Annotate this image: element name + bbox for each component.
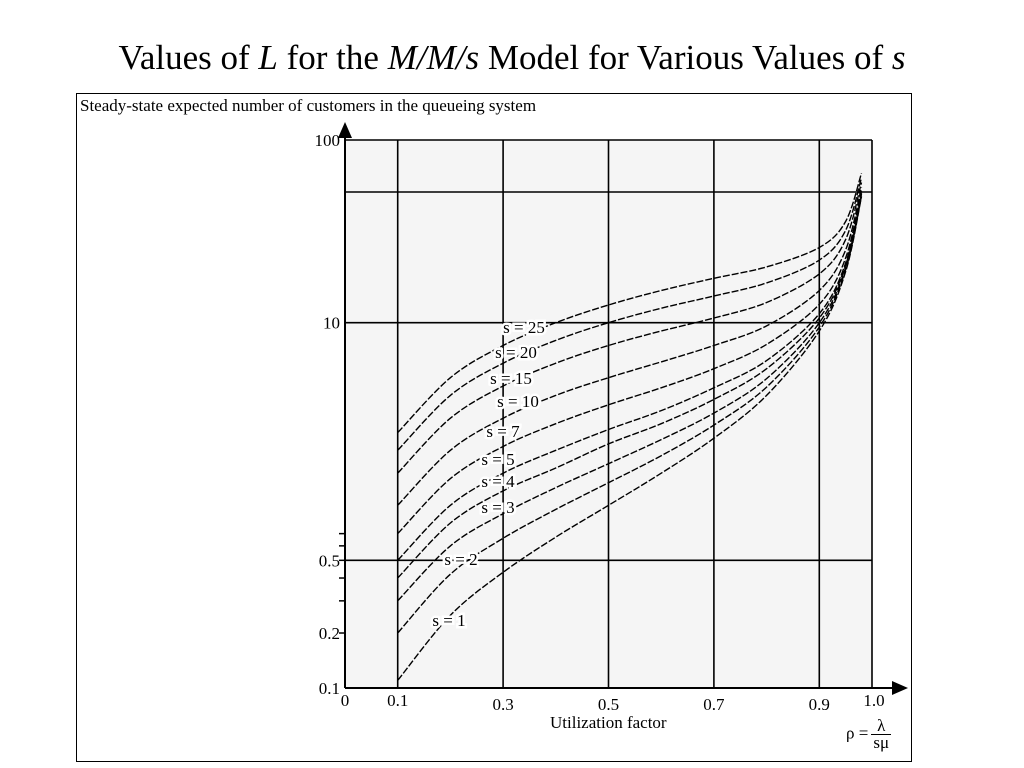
x-tick-label: 0.3 <box>492 695 513 714</box>
x-tick-label: 1.0 <box>863 691 884 710</box>
series-label: s = 3 <box>481 498 514 517</box>
y-tick-label: 0.5 <box>319 551 340 570</box>
rho-denominator: sμ <box>873 733 890 752</box>
series-line <box>397 194 863 602</box>
rho-formula: ρ = λ sμ <box>846 717 892 752</box>
title-part: Model for Various Values of <box>479 38 892 77</box>
x-axis-title: Utilization factor <box>550 713 667 732</box>
rho-lhs: ρ = <box>846 723 869 743</box>
rho-numerator: λ <box>871 717 892 735</box>
y-tick-label: 100 <box>315 131 341 150</box>
x-tick-label: 0.5 <box>598 695 619 714</box>
series-label: s = 20 <box>495 343 537 362</box>
title-part: for the <box>277 38 388 77</box>
x-tick-label: 0.1 <box>387 691 408 710</box>
series-line <box>397 177 863 451</box>
title-part: L <box>258 38 278 77</box>
x-axis-arrow <box>892 681 908 695</box>
title-part: M/M/s <box>387 38 480 77</box>
series-label: s = 10 <box>497 392 539 411</box>
title-part: Values of <box>118 38 259 77</box>
series-line <box>397 172 863 434</box>
y-axis-title: Steady-state expected number of customer… <box>80 96 537 115</box>
y-axis-arrow <box>338 122 352 138</box>
series-line <box>397 196 863 681</box>
series-line <box>397 192 863 561</box>
series-label: s = 2 <box>444 550 477 569</box>
series-label: s = 7 <box>486 422 520 441</box>
x-tick-label: 0.9 <box>809 695 830 714</box>
series-line <box>397 195 863 634</box>
x-tick-label: 0.7 <box>703 695 725 714</box>
title-part: s <box>891 38 906 77</box>
y-tick-label: 0.2 <box>319 624 340 643</box>
x-tick-label: 0 <box>341 691 350 710</box>
series-line <box>397 190 863 535</box>
series-line <box>397 193 863 579</box>
series-label: s = 1 <box>432 611 465 630</box>
y-tick-label: 10 <box>323 314 340 333</box>
series-label: s = 5 <box>481 450 514 469</box>
series-line <box>397 187 863 506</box>
slide-title: Values of L for the M/M/s Model for Vari… <box>0 38 1024 78</box>
series-label: s = 15 <box>490 369 532 388</box>
series-label: s = 25 <box>503 318 545 337</box>
rho-fraction: λ sμ <box>871 717 892 752</box>
series-label: s = 4 <box>481 472 515 491</box>
y-tick-label: 0.1 <box>319 679 340 698</box>
series-line <box>397 182 863 474</box>
